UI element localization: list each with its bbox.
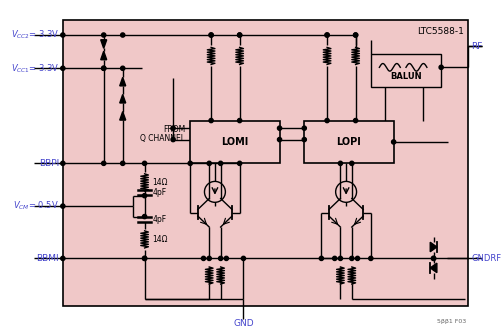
Text: $V_{CC2}$= 3.3V: $V_{CC2}$= 3.3V xyxy=(11,29,59,41)
Circle shape xyxy=(102,33,106,37)
Polygon shape xyxy=(120,112,125,120)
Circle shape xyxy=(102,66,106,70)
Polygon shape xyxy=(120,77,125,86)
Circle shape xyxy=(143,194,147,198)
Polygon shape xyxy=(430,263,437,272)
Circle shape xyxy=(143,256,147,260)
Circle shape xyxy=(207,256,211,260)
Circle shape xyxy=(202,256,206,260)
Circle shape xyxy=(369,256,373,260)
Circle shape xyxy=(431,256,435,260)
Text: BBPI: BBPI xyxy=(39,159,59,168)
Bar xyxy=(371,54,441,87)
Polygon shape xyxy=(101,51,107,60)
Circle shape xyxy=(302,137,306,142)
Text: 4pF: 4pF xyxy=(152,215,166,224)
Text: FROM: FROM xyxy=(163,125,185,134)
Circle shape xyxy=(209,119,213,123)
Circle shape xyxy=(333,256,337,260)
Circle shape xyxy=(143,256,147,260)
Circle shape xyxy=(237,161,242,165)
Circle shape xyxy=(61,204,65,208)
Circle shape xyxy=(439,65,443,70)
Circle shape xyxy=(350,161,354,165)
Circle shape xyxy=(143,161,147,165)
Circle shape xyxy=(353,33,358,37)
Circle shape xyxy=(207,161,211,165)
Text: LOPI: LOPI xyxy=(337,137,361,147)
Circle shape xyxy=(431,256,435,260)
Circle shape xyxy=(209,33,213,37)
Circle shape xyxy=(302,126,306,130)
Circle shape xyxy=(219,256,223,260)
Circle shape xyxy=(237,119,242,123)
Circle shape xyxy=(325,33,329,37)
Circle shape xyxy=(278,137,282,142)
Text: GND: GND xyxy=(233,319,254,328)
Text: Q CHANNEL: Q CHANNEL xyxy=(141,134,185,143)
Circle shape xyxy=(102,66,106,70)
Circle shape xyxy=(219,161,223,165)
Circle shape xyxy=(320,256,324,260)
Circle shape xyxy=(338,256,343,260)
Text: LTC5588-1: LTC5588-1 xyxy=(417,28,464,36)
Circle shape xyxy=(392,140,396,144)
Circle shape xyxy=(61,33,65,37)
Text: 5ββ1 F03: 5ββ1 F03 xyxy=(436,319,466,324)
Circle shape xyxy=(61,256,65,260)
Circle shape xyxy=(143,214,147,219)
Circle shape xyxy=(350,256,354,260)
Circle shape xyxy=(102,161,106,165)
Circle shape xyxy=(61,161,65,165)
Circle shape xyxy=(325,119,329,123)
Circle shape xyxy=(120,33,125,37)
Text: 14Ω: 14Ω xyxy=(152,178,168,187)
Circle shape xyxy=(338,161,343,165)
Circle shape xyxy=(120,161,125,165)
Circle shape xyxy=(241,256,245,260)
Circle shape xyxy=(237,33,242,37)
Text: $V_{CM}$= 0.5V: $V_{CM}$= 0.5V xyxy=(13,200,59,212)
Circle shape xyxy=(171,137,175,142)
Circle shape xyxy=(171,126,175,130)
Bar xyxy=(63,20,468,306)
Text: BALUN: BALUN xyxy=(390,72,422,81)
Circle shape xyxy=(353,33,358,37)
Polygon shape xyxy=(120,94,125,103)
Polygon shape xyxy=(101,40,107,48)
Text: GNDRF: GNDRF xyxy=(472,254,501,263)
Bar xyxy=(304,121,394,163)
Circle shape xyxy=(224,256,228,260)
Text: 4pF: 4pF xyxy=(152,188,166,197)
Circle shape xyxy=(278,126,282,130)
Text: $V_{CC1}$= 3.3V: $V_{CC1}$= 3.3V xyxy=(11,62,59,75)
Circle shape xyxy=(237,33,242,37)
Circle shape xyxy=(325,33,329,37)
Text: 14Ω: 14Ω xyxy=(152,235,168,244)
Text: BBMI: BBMI xyxy=(36,254,59,263)
Polygon shape xyxy=(430,242,437,252)
Circle shape xyxy=(355,256,359,260)
Bar xyxy=(190,121,280,163)
Circle shape xyxy=(61,66,65,70)
Text: LOMI: LOMI xyxy=(221,137,248,147)
Circle shape xyxy=(188,161,193,165)
Circle shape xyxy=(120,66,125,70)
Circle shape xyxy=(353,119,358,123)
Circle shape xyxy=(209,33,213,37)
Text: RF: RF xyxy=(472,42,483,51)
